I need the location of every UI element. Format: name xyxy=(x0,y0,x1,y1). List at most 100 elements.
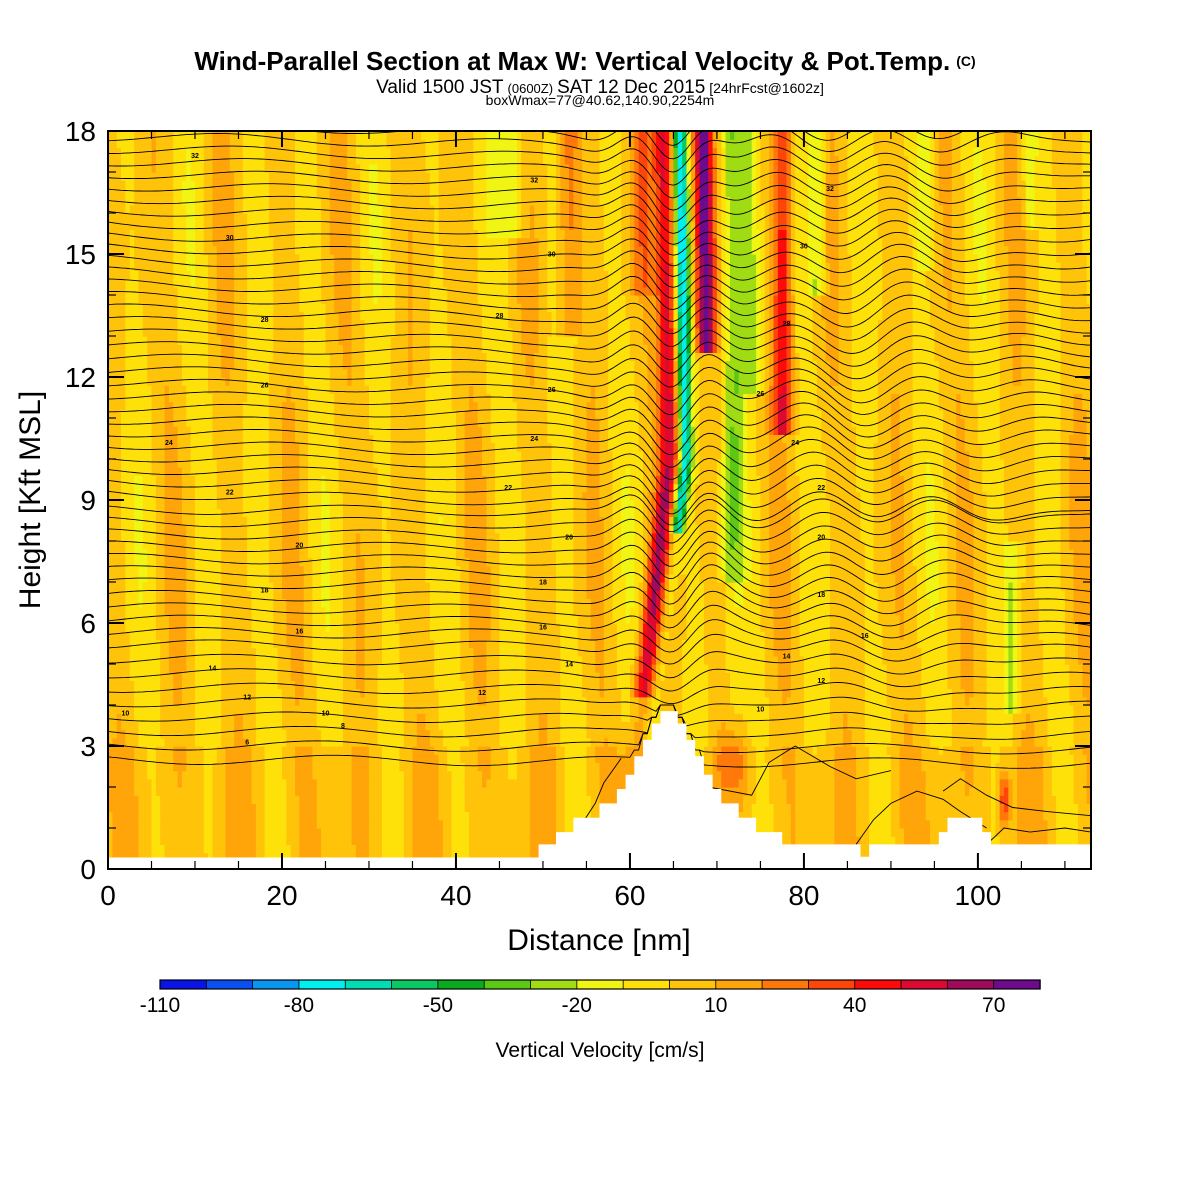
velocity-cell xyxy=(312,623,318,632)
velocity-cell xyxy=(229,573,235,583)
velocity-cell xyxy=(251,155,257,165)
velocity-cell xyxy=(138,344,144,353)
velocity-cell xyxy=(281,549,287,558)
velocity-cell xyxy=(321,811,327,821)
velocity-cell xyxy=(168,327,174,337)
velocity-cell xyxy=(160,483,166,493)
velocity-cell xyxy=(303,606,309,616)
velocity-cell xyxy=(334,385,340,394)
velocity-cell xyxy=(260,803,266,813)
velocity-cell xyxy=(308,262,314,271)
velocity-cell xyxy=(277,188,283,198)
velocity-cell xyxy=(208,262,213,271)
velocity-cell xyxy=(234,590,240,599)
velocity-cell xyxy=(168,450,174,460)
velocity-cell xyxy=(225,245,231,255)
velocity-cell xyxy=(268,836,274,845)
velocity-cell xyxy=(329,344,335,353)
velocity-cell xyxy=(229,819,235,829)
velocity-cell xyxy=(164,836,170,845)
velocity-cell xyxy=(142,401,148,411)
velocity-cell xyxy=(342,418,348,427)
velocity-cell xyxy=(229,516,235,526)
velocity-cell xyxy=(281,491,287,501)
velocity-cell xyxy=(295,418,300,427)
velocity-cell xyxy=(264,721,270,731)
velocity-cell xyxy=(147,795,153,804)
velocity-cell xyxy=(155,155,161,165)
velocity-cell xyxy=(203,770,209,780)
velocity-cell xyxy=(295,696,300,706)
velocity-cell xyxy=(334,131,340,140)
velocity-cell xyxy=(299,819,305,829)
velocity-cell xyxy=(134,204,140,214)
velocity-cell xyxy=(155,336,161,345)
velocity-cell xyxy=(338,311,344,321)
velocity-cell xyxy=(342,204,348,214)
velocity-cell xyxy=(281,721,287,731)
velocity-cell xyxy=(260,688,266,698)
velocity-cell xyxy=(273,131,279,140)
velocity-cell xyxy=(186,680,192,690)
velocity-cell xyxy=(212,147,218,157)
velocity-cell xyxy=(281,393,287,403)
velocity-cell xyxy=(273,557,279,567)
velocity-cell xyxy=(247,483,253,493)
velocity-cell xyxy=(151,631,157,640)
velocity-cell xyxy=(286,778,292,788)
velocity-cell xyxy=(151,401,157,411)
velocity-cell xyxy=(308,516,314,526)
velocity-cell xyxy=(203,500,209,509)
velocity-cell xyxy=(203,147,209,157)
velocity-cell xyxy=(281,762,287,772)
velocity-cell xyxy=(190,278,196,288)
velocity-cell xyxy=(342,688,348,698)
velocity-cell xyxy=(238,434,244,444)
velocity-cell xyxy=(112,139,118,148)
velocity-cell xyxy=(190,459,196,468)
velocity-cell xyxy=(168,778,174,788)
velocity-cell xyxy=(142,131,148,140)
velocity-cell xyxy=(225,278,231,288)
velocity-cell xyxy=(129,836,135,845)
velocity-cell xyxy=(295,344,300,353)
velocity-cell xyxy=(203,237,209,247)
velocity-cell xyxy=(190,598,196,608)
velocity-cell xyxy=(242,787,248,796)
velocity-cell xyxy=(264,385,270,394)
velocity-cell xyxy=(321,819,327,829)
velocity-cell xyxy=(290,491,296,501)
velocity-cell xyxy=(164,459,170,468)
velocity-cell xyxy=(216,852,222,862)
velocity-cell xyxy=(295,713,300,722)
velocity-cell xyxy=(151,647,157,657)
velocity-cell xyxy=(155,672,161,681)
velocity-cell xyxy=(264,655,270,665)
velocity-cell xyxy=(190,196,196,206)
velocity-cell xyxy=(321,147,327,157)
velocity-cell xyxy=(181,705,187,714)
velocity-cell xyxy=(121,688,126,698)
velocity-cell xyxy=(121,131,126,140)
velocity-cell xyxy=(108,483,113,493)
velocity-cell xyxy=(160,204,166,214)
velocity-cell xyxy=(312,491,318,501)
velocity-cell xyxy=(186,762,192,772)
velocity-cell xyxy=(142,483,148,493)
velocity-cell xyxy=(112,844,118,854)
velocity-cell xyxy=(308,172,314,181)
velocity-cell xyxy=(225,385,231,394)
velocity-cell xyxy=(177,606,183,616)
velocity-cell xyxy=(338,450,344,460)
velocity-cell xyxy=(216,344,222,353)
velocity-cell xyxy=(295,500,300,509)
velocity-cell xyxy=(155,754,161,763)
velocity-cell xyxy=(225,303,231,312)
velocity-cell xyxy=(142,828,148,837)
velocity-cell xyxy=(138,229,144,239)
velocity-cell xyxy=(177,844,183,854)
velocity-cell xyxy=(334,762,340,772)
velocity-cell xyxy=(142,762,148,772)
velocity-cell xyxy=(121,598,126,608)
velocity-cell xyxy=(290,286,296,296)
